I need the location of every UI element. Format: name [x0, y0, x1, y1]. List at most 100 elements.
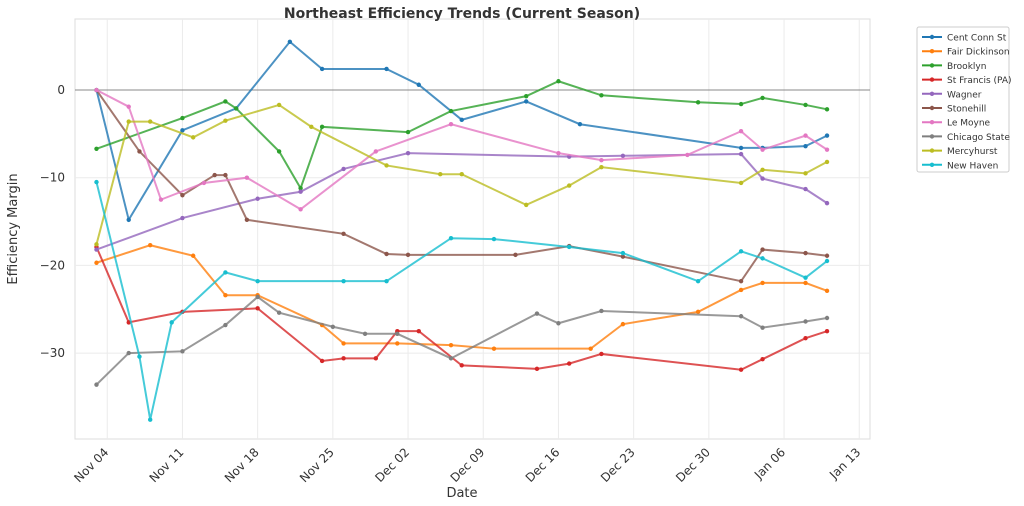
marker — [760, 325, 765, 330]
marker — [190, 135, 196, 140]
marker — [148, 119, 153, 124]
series — [94, 150, 830, 252]
marker — [803, 319, 808, 324]
series — [94, 294, 830, 387]
marker — [244, 175, 250, 180]
marker — [491, 346, 497, 351]
marker — [824, 133, 830, 138]
marker — [94, 382, 99, 387]
marker — [760, 167, 765, 173]
x-tick-label: Nov 18 — [222, 445, 262, 485]
marker — [223, 99, 228, 104]
marker — [824, 328, 830, 334]
marker — [738, 180, 744, 186]
marker — [491, 236, 497, 242]
y-tick-label: −20 — [40, 258, 65, 272]
marker — [223, 322, 228, 328]
marker — [599, 157, 604, 163]
marker — [448, 108, 454, 114]
marker — [298, 189, 303, 194]
marker — [824, 200, 830, 206]
x-tick-label: Jan 06 — [751, 445, 788, 482]
marker — [341, 166, 346, 172]
legend-label: Brooklyn — [947, 62, 986, 72]
legend-label: Le Moyne — [947, 119, 991, 129]
x-axis-label: Date — [446, 486, 477, 501]
marker — [223, 172, 228, 178]
legend-marker — [929, 91, 935, 97]
marker — [738, 367, 744, 372]
marker — [244, 217, 250, 222]
marker — [824, 288, 830, 294]
y-tick-label: 0 — [57, 83, 65, 97]
marker — [137, 354, 142, 359]
marker — [405, 129, 411, 135]
legend-marker — [929, 134, 935, 139]
marker — [760, 95, 765, 101]
marker — [126, 217, 131, 222]
marker — [255, 196, 260, 201]
marker — [459, 171, 464, 177]
x-tick-label: Nov 25 — [297, 445, 337, 485]
marker — [760, 147, 765, 152]
legend-marker — [929, 148, 935, 153]
marker — [738, 101, 744, 107]
marker — [201, 180, 207, 186]
marker — [803, 250, 808, 256]
marker — [158, 197, 164, 202]
marker — [620, 153, 626, 158]
legend-marker — [929, 120, 935, 125]
marker — [824, 159, 830, 165]
marker — [180, 128, 185, 133]
marker — [255, 306, 260, 311]
marker — [180, 115, 185, 121]
marker — [738, 314, 744, 319]
marker — [803, 133, 808, 138]
marker — [395, 331, 400, 336]
marker — [384, 251, 389, 257]
marker — [448, 356, 454, 361]
marker — [556, 150, 561, 156]
marker — [803, 186, 808, 192]
marker — [556, 321, 561, 326]
marker — [524, 93, 529, 99]
marker — [459, 117, 464, 123]
legend-marker — [929, 105, 935, 111]
marker — [341, 231, 346, 237]
marker — [180, 215, 185, 221]
marker — [373, 149, 379, 154]
legend-label: Cent Conn St — [947, 34, 1007, 44]
marker — [255, 294, 260, 300]
marker — [738, 151, 744, 157]
x-tick-label: Dec 09 — [448, 445, 488, 485]
marker — [803, 171, 808, 176]
marker — [760, 280, 765, 286]
marker — [803, 275, 808, 280]
marker — [405, 150, 411, 156]
legend-marker — [929, 63, 935, 68]
series — [94, 179, 830, 422]
marker — [94, 87, 99, 93]
marker — [212, 172, 217, 178]
marker — [223, 270, 228, 275]
marker — [760, 247, 765, 252]
y-tick-label: −10 — [40, 171, 65, 185]
marker — [330, 324, 336, 329]
marker — [803, 280, 808, 286]
marker — [695, 309, 701, 315]
marker — [223, 118, 228, 123]
marker — [599, 351, 604, 357]
marker — [620, 250, 626, 256]
marker — [319, 66, 325, 72]
marker — [276, 102, 282, 108]
marker — [695, 100, 701, 105]
marker — [620, 321, 626, 327]
marker — [760, 176, 765, 181]
marker — [438, 171, 443, 177]
marker — [233, 106, 239, 111]
marker — [534, 366, 540, 372]
marker — [803, 335, 808, 341]
marker — [588, 346, 593, 351]
marker — [599, 164, 604, 170]
